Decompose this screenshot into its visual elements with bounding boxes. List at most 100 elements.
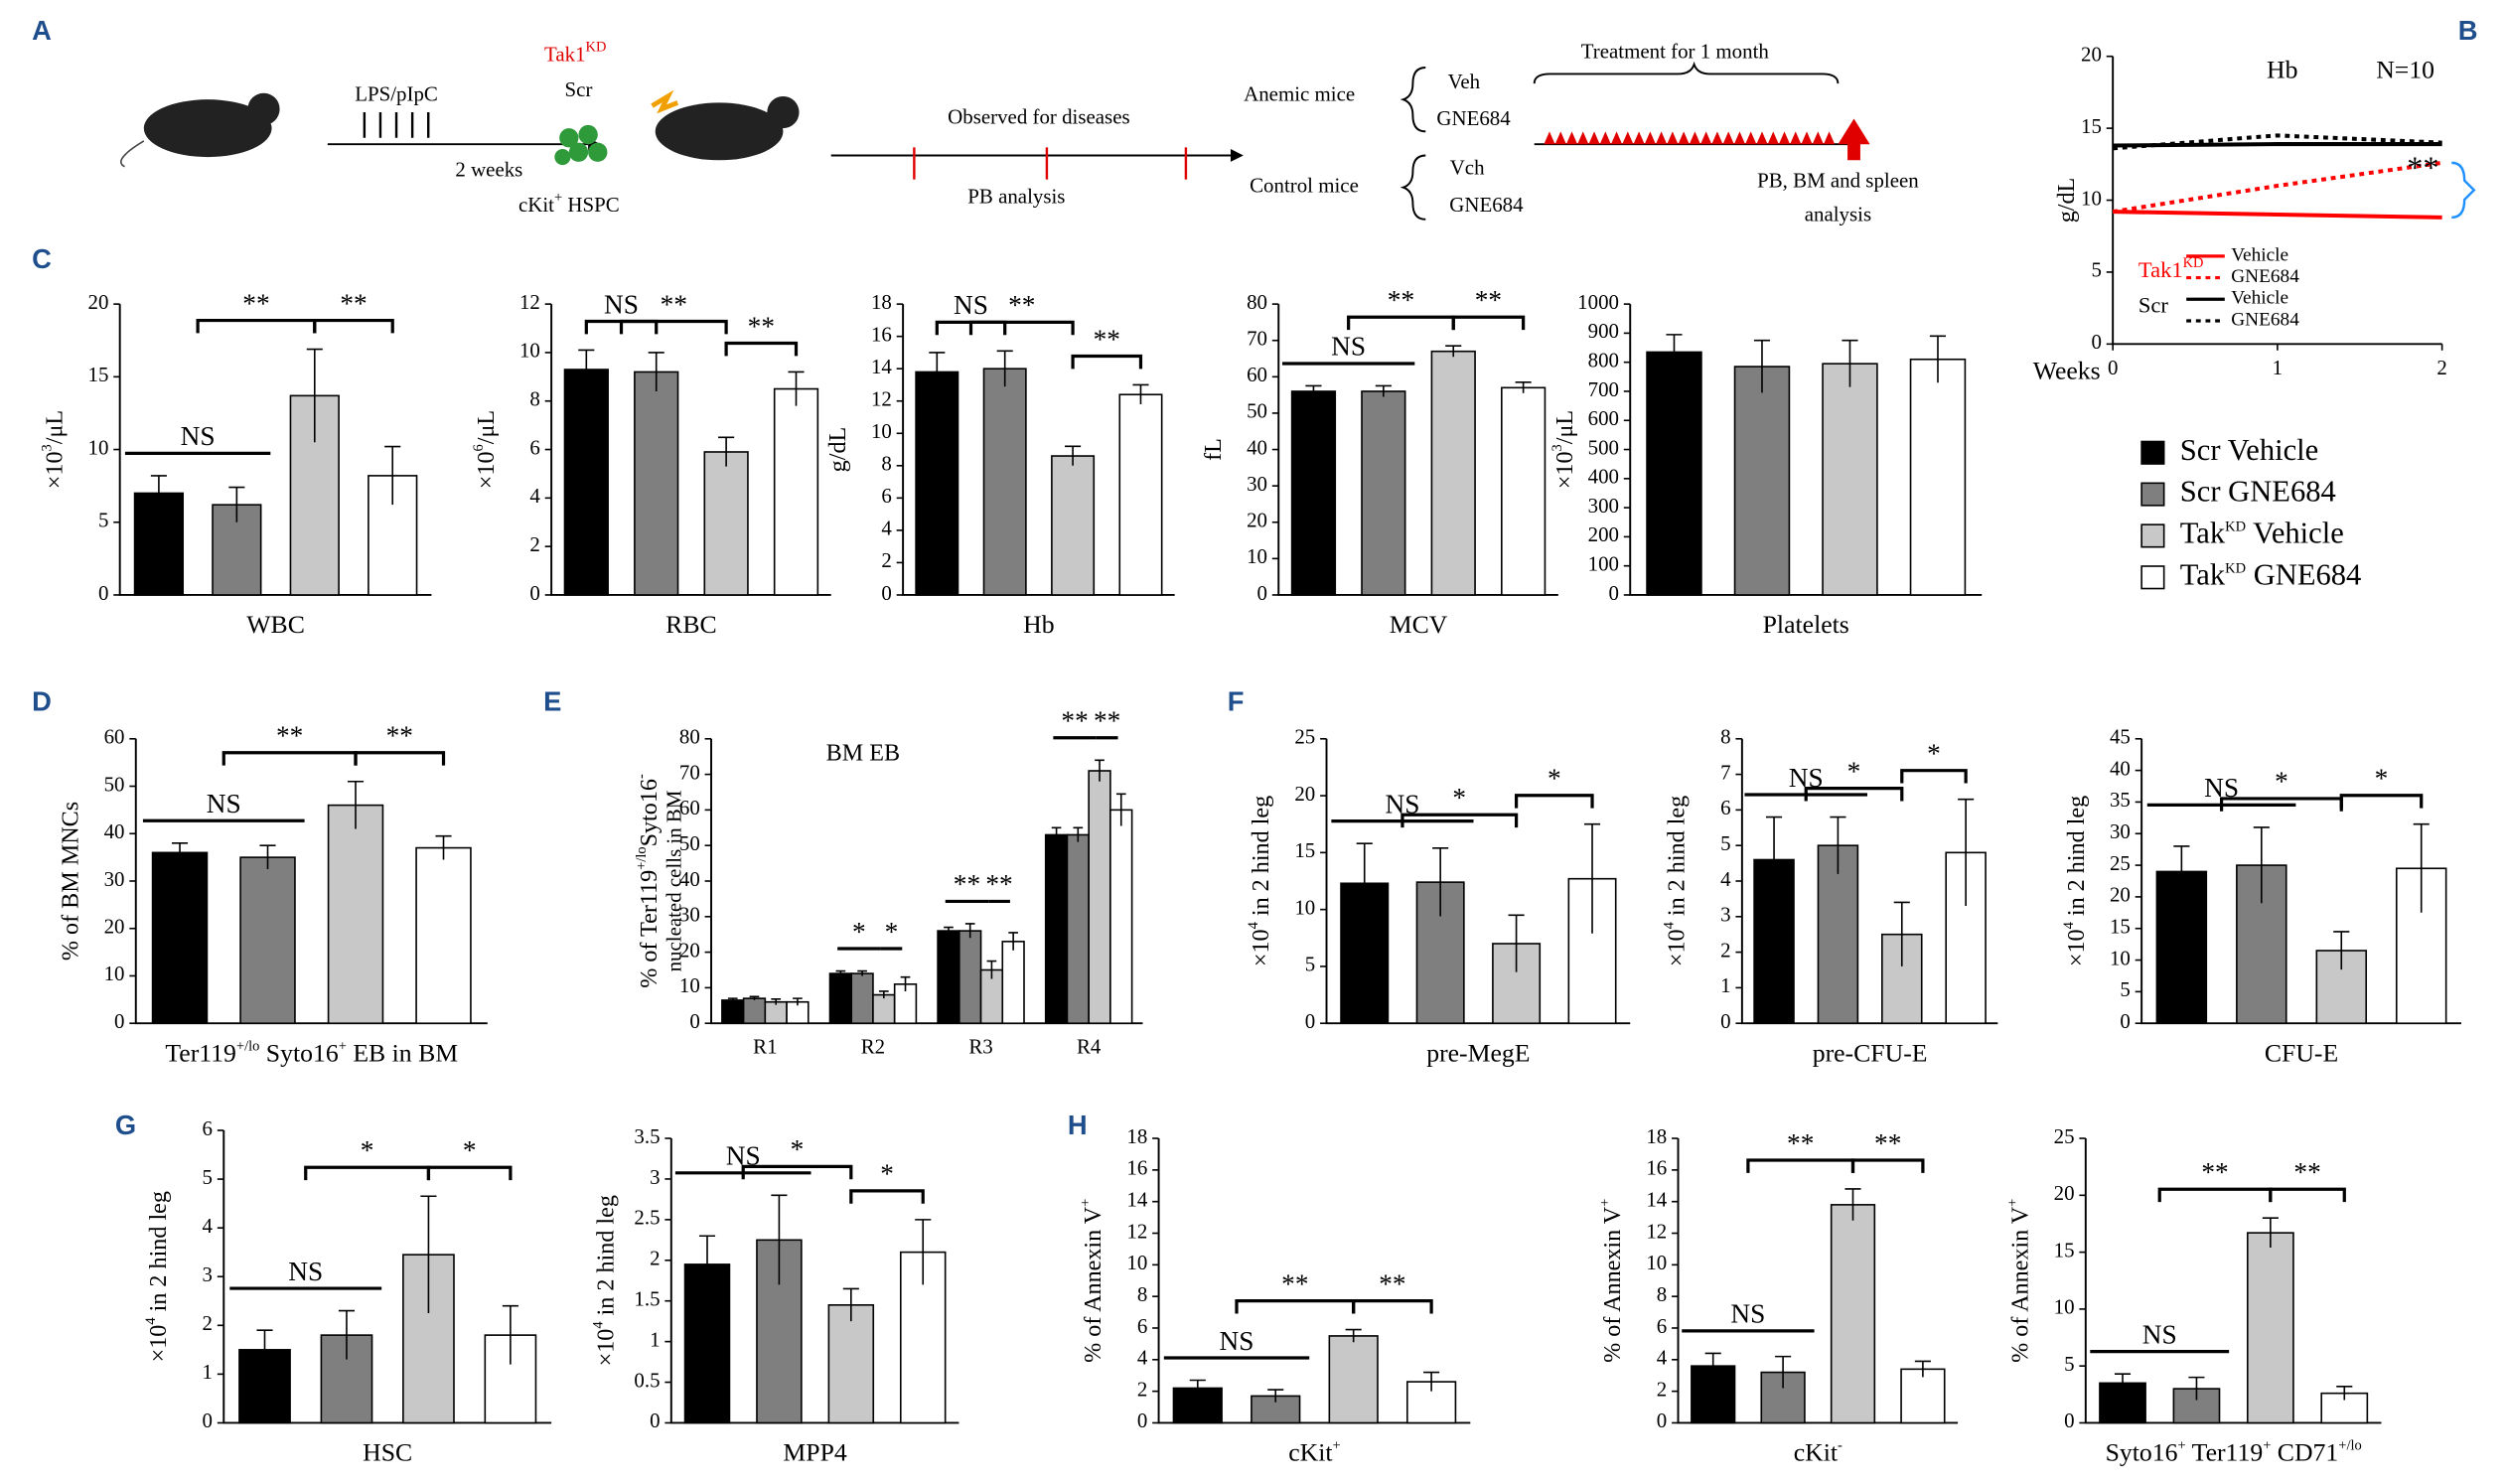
y-axis-label-part: ×10 bbox=[2062, 929, 2089, 966]
error-bar bbox=[1704, 1352, 1721, 1379]
y-tick-label: 0 bbox=[881, 581, 891, 605]
y-tick-label: 6 bbox=[203, 1116, 213, 1140]
bar bbox=[1501, 386, 1547, 596]
y-tick-label: 4 bbox=[203, 1214, 214, 1238]
sig-label: ** bbox=[340, 288, 367, 318]
sig-bracket bbox=[619, 319, 728, 335]
y-tick-label: 20 bbox=[88, 290, 109, 314]
sig-label: ** bbox=[242, 288, 269, 318]
y-tick-label: 0 bbox=[689, 1009, 699, 1033]
y-tick-label: 1 bbox=[1720, 973, 1730, 997]
y-tick-label: 400 bbox=[1588, 465, 1619, 489]
y-tick-label: 10 bbox=[871, 419, 892, 443]
error-bar bbox=[228, 486, 245, 522]
error-bar bbox=[420, 1195, 437, 1314]
sig-label: ** bbox=[1379, 1268, 1405, 1298]
y-axis-label-part: /μL bbox=[472, 410, 499, 444]
y-axis-label-part: +/lo bbox=[634, 846, 650, 869]
bar bbox=[850, 972, 874, 1024]
bar bbox=[1051, 455, 1096, 596]
x-axis-label: MPP4 bbox=[783, 1438, 847, 1467]
x-axis-label-part: cKit bbox=[1288, 1438, 1332, 1467]
y-axis-label: % of BM MNCs bbox=[57, 802, 83, 961]
y-tick-label: 35 bbox=[2110, 788, 2131, 812]
group-label: Tak1KD bbox=[2138, 255, 2204, 282]
error-bar bbox=[1305, 384, 1322, 397]
sig-label: NS bbox=[181, 421, 216, 451]
cells bbox=[554, 124, 608, 166]
panel-label: E bbox=[543, 686, 561, 717]
sig-label: * bbox=[2275, 767, 2288, 797]
panel-label: G bbox=[115, 1110, 136, 1140]
y-tick-label: 0 bbox=[98, 581, 108, 605]
y-tick-label: 300 bbox=[1588, 494, 1619, 518]
y-tick-label: 20 bbox=[2081, 43, 2102, 67]
sig-label: ** bbox=[1787, 1128, 1814, 1158]
y-tick-label: 7 bbox=[1720, 760, 1730, 784]
panel-label: D bbox=[32, 686, 52, 717]
y-tick-label: 3 bbox=[1720, 903, 1730, 927]
y-tick-label: 6 bbox=[529, 435, 539, 459]
x-axis-label-part: pre-CFU-E bbox=[1813, 1038, 1928, 1067]
error-bar bbox=[1432, 846, 1449, 917]
y-tick-label: 2 bbox=[650, 1247, 660, 1270]
bar bbox=[1118, 393, 1163, 596]
error-bar bbox=[1775, 1355, 1792, 1389]
legend-swatch bbox=[2140, 482, 2165, 507]
y-tick-label: 10 bbox=[104, 962, 125, 985]
sig-label: NS bbox=[1331, 332, 1366, 362]
y-tick-label: 2 bbox=[1720, 938, 1730, 962]
y-axis-label-part: 3 bbox=[40, 444, 56, 451]
y-tick-label: 25 bbox=[2054, 1124, 2075, 1148]
y-tick-label: 20 bbox=[104, 915, 125, 939]
y-axis-label: ×103/μL bbox=[1549, 410, 1577, 489]
bar bbox=[1430, 350, 1476, 596]
bar bbox=[634, 371, 679, 596]
x-axis-label-part: cKit bbox=[1794, 1438, 1838, 1467]
veh: Vch bbox=[1450, 156, 1485, 180]
y-tick-label: 20 bbox=[2110, 883, 2131, 907]
y-tick-label: 25 bbox=[1294, 725, 1315, 749]
sig-bracket bbox=[1804, 786, 1904, 802]
y-tick-label: 60 bbox=[1247, 363, 1267, 386]
veh: Veh bbox=[1448, 70, 1481, 93]
y-axis-label-part: in 2 hind leg bbox=[2062, 796, 2089, 922]
final: analysis bbox=[1805, 202, 1871, 225]
error-bar bbox=[996, 350, 1013, 387]
error-bar bbox=[1051, 826, 1062, 842]
y-tick-label: 0.5 bbox=[634, 1368, 660, 1392]
y-tick-label: 60 bbox=[679, 796, 700, 819]
y-tick-label: 40 bbox=[104, 819, 125, 843]
y-tick-label: 80 bbox=[679, 725, 700, 749]
x-tick-label: R3 bbox=[968, 1035, 992, 1059]
y-tick-label: 6 bbox=[1720, 796, 1730, 819]
y-tick-label: 80 bbox=[1247, 290, 1267, 314]
error-bar bbox=[944, 926, 954, 935]
y-axis-label-part: g/dL bbox=[2053, 178, 2080, 223]
x-axis-label: pre-CFU-E bbox=[1813, 1038, 1928, 1067]
y-axis-label-part: in 2 hind leg bbox=[1248, 796, 1274, 922]
mouse-tail bbox=[120, 140, 145, 168]
y-tick-label: 10 bbox=[1126, 1251, 1147, 1274]
legend-label: TakKD Vehicle bbox=[2180, 516, 2344, 549]
error-bar bbox=[256, 1329, 273, 1370]
bar bbox=[1900, 1368, 1946, 1424]
panel-label: B bbox=[2458, 15, 2478, 46]
hspc: HSPC bbox=[562, 193, 620, 217]
bar bbox=[239, 856, 296, 1024]
y-tick-label: 50 bbox=[1247, 399, 1267, 423]
bar bbox=[2172, 1388, 2221, 1424]
y-axis-label-part: ×10 bbox=[1248, 929, 1274, 966]
y-tick-label: 5 bbox=[1720, 831, 1730, 855]
treatment: Treatment for 1 month bbox=[1581, 39, 1770, 63]
y-tick-label: 40 bbox=[679, 867, 700, 891]
y-axis-label-part: fL bbox=[1199, 438, 1226, 461]
error-bar bbox=[1073, 826, 1084, 842]
y-tick-label: 500 bbox=[1588, 435, 1619, 459]
y-axis-label: fL bbox=[1199, 438, 1226, 461]
x-axis-label-part: Syto16 bbox=[259, 1038, 338, 1067]
y-axis-label-part: 4 bbox=[1662, 921, 1678, 929]
y-tick-label: 0 bbox=[2064, 1409, 2074, 1432]
y-tick-label: 16 bbox=[1126, 1156, 1147, 1180]
sig-label: ** bbox=[1874, 1128, 1901, 1158]
